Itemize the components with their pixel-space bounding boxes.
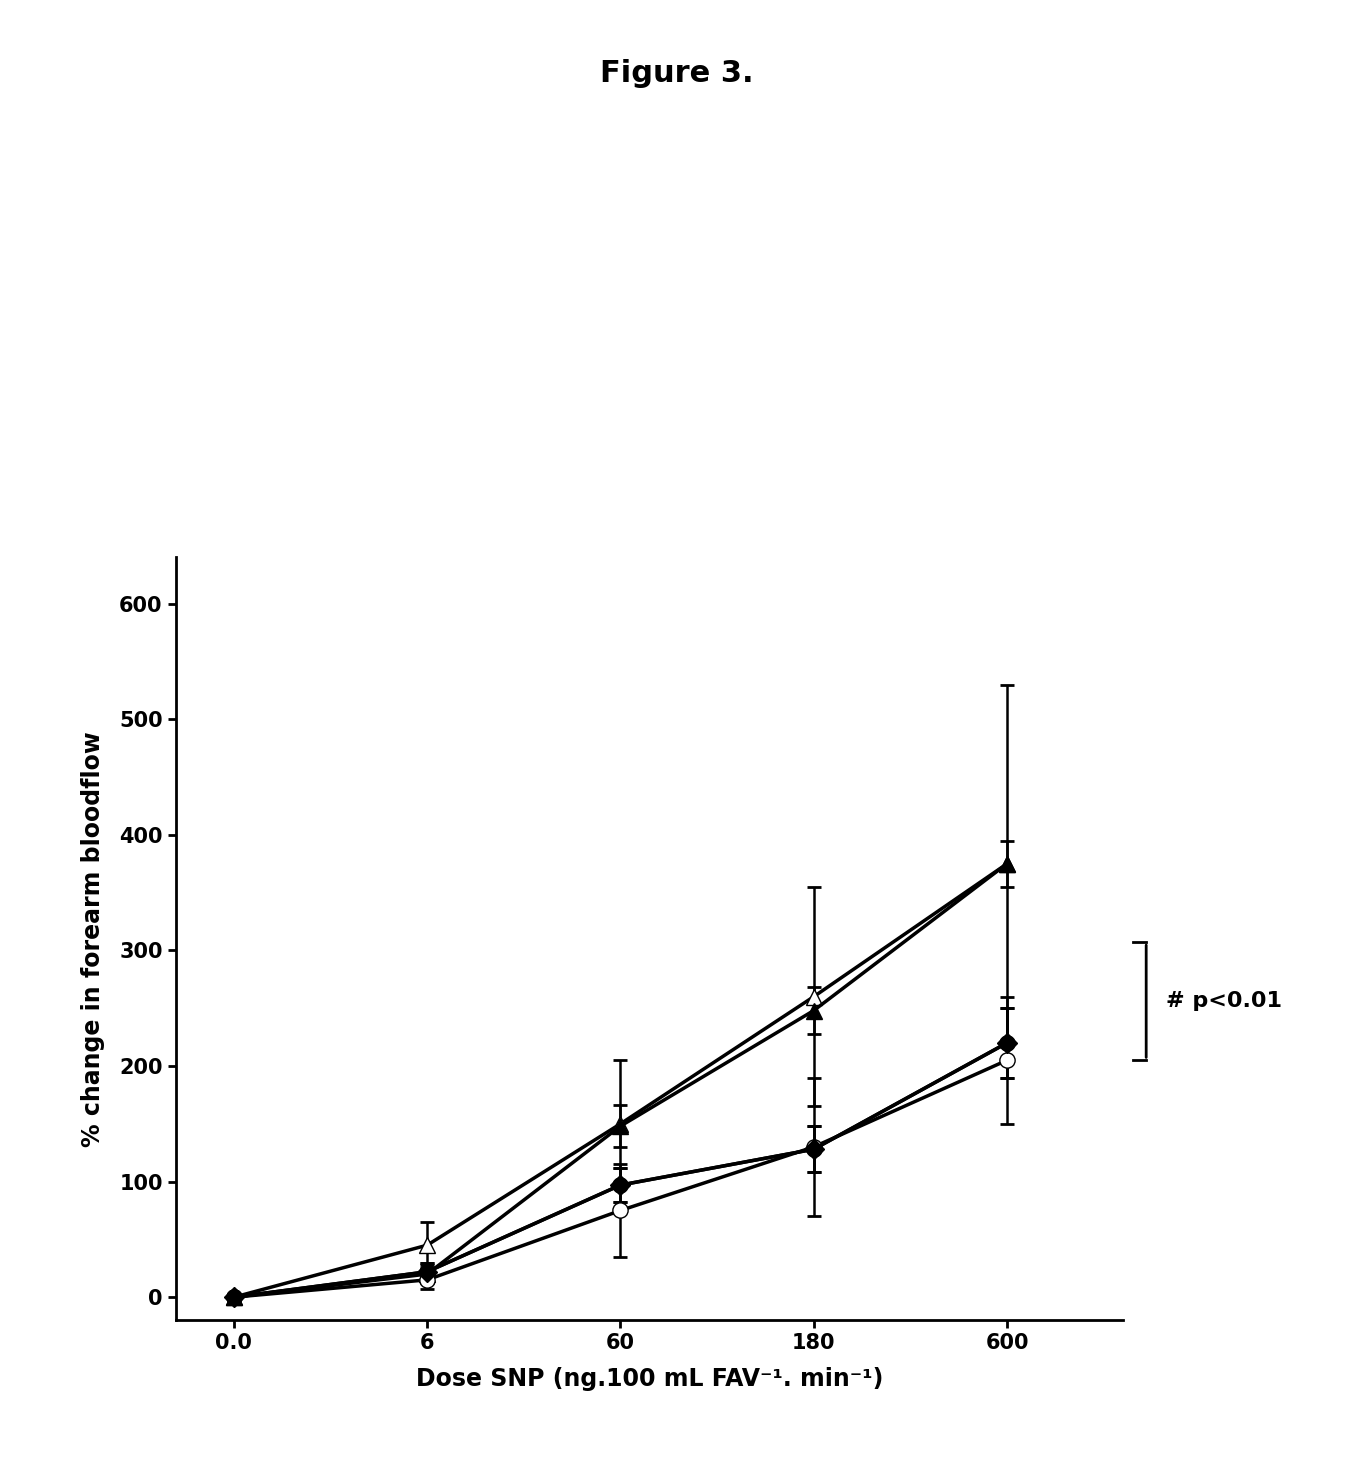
Y-axis label: % change in forearm bloodflow: % change in forearm bloodflow [81,731,106,1147]
X-axis label: Dose SNP (ng.100 mL FAV⁻¹. min⁻¹): Dose SNP (ng.100 mL FAV⁻¹. min⁻¹) [415,1367,884,1391]
Text: Figure 3.: Figure 3. [599,59,754,88]
Text: # p<0.01: # p<0.01 [1165,992,1281,1011]
